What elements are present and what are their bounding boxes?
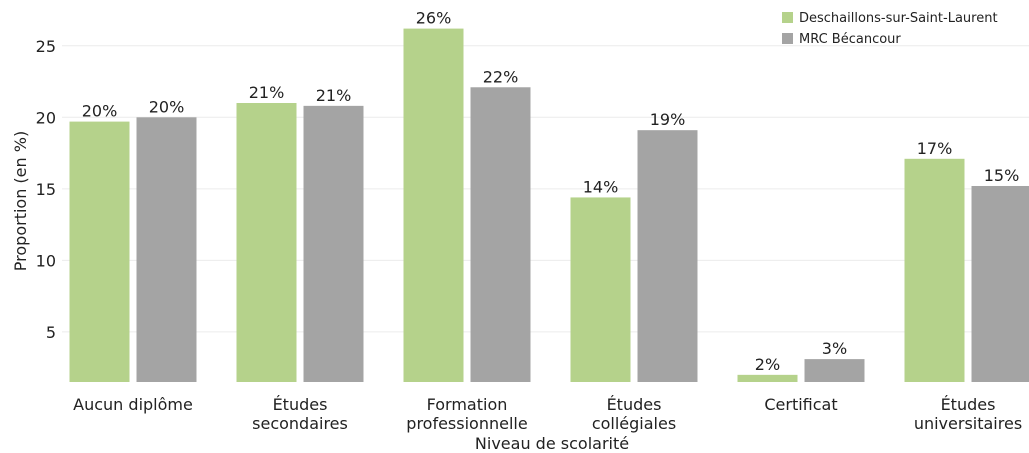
data-label: 19% bbox=[650, 110, 686, 129]
legend-swatch bbox=[782, 33, 793, 44]
x-tick-label: Formation professionnelle bbox=[406, 395, 527, 433]
bar-mrc-becancour bbox=[971, 185, 1029, 382]
data-label: 20% bbox=[149, 97, 185, 116]
y-tick-label: 20 bbox=[36, 108, 56, 127]
x-tick-label: Études collégiales bbox=[592, 395, 676, 433]
data-label: 21% bbox=[316, 86, 352, 105]
y-tick-label: 10 bbox=[36, 251, 56, 270]
x-tick-label: Études universitaires bbox=[914, 395, 1022, 433]
data-label: 20% bbox=[82, 102, 118, 121]
x-tick-label: Certificat bbox=[764, 395, 837, 414]
bars bbox=[69, 28, 1029, 383]
bar-mrc-becancour bbox=[804, 359, 865, 382]
bar-mrc-becancour bbox=[136, 117, 197, 383]
bar-mrc-becancour bbox=[637, 130, 698, 382]
x-axis-title: Niveau de scolarité bbox=[475, 434, 629, 453]
data-label: 3% bbox=[822, 339, 847, 358]
bar-deschaillons bbox=[737, 374, 798, 382]
data-label: 15% bbox=[984, 166, 1020, 185]
legend-label: Deschaillons-sur-Saint-Laurent bbox=[799, 11, 998, 26]
bar-deschaillons bbox=[69, 121, 130, 382]
bar-deschaillons bbox=[570, 197, 631, 382]
x-tick-labels: Aucun diplôme Études secondaires Formation p… bbox=[73, 395, 1022, 433]
data-label: 26% bbox=[416, 9, 452, 28]
data-label: 2% bbox=[755, 355, 780, 374]
data-label: 22% bbox=[483, 67, 519, 86]
bar-deschaillons bbox=[904, 158, 965, 382]
y-axis-title: Proportion (en %) bbox=[11, 131, 30, 271]
y-tick-label: 25 bbox=[36, 37, 56, 56]
bar-mrc-becancour bbox=[303, 105, 364, 382]
x-tick-label: Études secondaires bbox=[252, 395, 348, 433]
data-label: 21% bbox=[249, 83, 285, 102]
data-label: 17% bbox=[917, 139, 953, 158]
data-label: 14% bbox=[583, 177, 619, 196]
legend: Deschaillons-sur-Saint-Laurent MRC Bécanc… bbox=[782, 11, 998, 47]
grid-lines bbox=[62, 45, 1029, 333]
y-tick-label: 15 bbox=[36, 180, 56, 199]
bar-deschaillons bbox=[403, 28, 464, 382]
bar-deschaillons bbox=[236, 103, 297, 382]
y-tick-label: 5 bbox=[46, 323, 56, 342]
bar-mrc-becancour bbox=[470, 87, 531, 382]
legend-label: MRC Bécancour bbox=[799, 32, 901, 47]
data-labels: 20% 20% 21% 21% 26% 22% 14% 19% 2% 3% 17% 15% bbox=[82, 9, 1020, 374]
legend-swatch bbox=[782, 12, 793, 23]
y-tick-labels: 5 10 15 20 25 bbox=[36, 37, 56, 342]
x-tick-label: Aucun diplôme bbox=[73, 395, 193, 414]
